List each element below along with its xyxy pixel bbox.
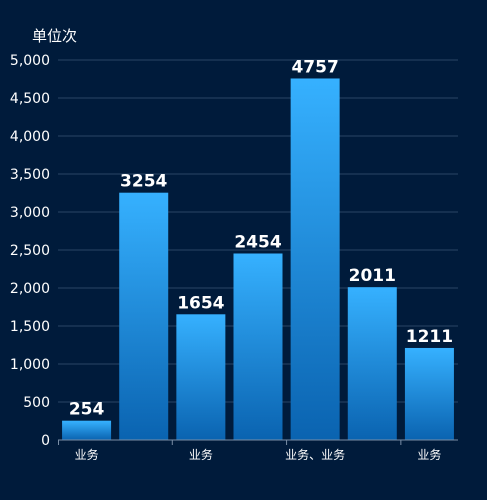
bar-value-label: 254 <box>69 400 105 420</box>
x-axis <box>58 439 458 445</box>
y-tick-label: 0 <box>41 433 50 449</box>
y-tick-label: 500 <box>23 395 50 411</box>
y-axis-ticks: 0 500 1,000 1,500 2,000 2,500 3,000 3,500 4,000 4… <box>10 53 50 449</box>
y-tick-label: 4,000 <box>10 129 50 145</box>
bar-value-label: 1654 <box>177 293 224 313</box>
x-category-label: 业务、业务 <box>285 447 345 462</box>
bar-value-label: 1211 <box>406 327 453 347</box>
bar-value-label: 4757 <box>291 57 338 77</box>
bar-value-label: 2011 <box>349 266 396 286</box>
x-category-label: 业务 <box>189 447 213 462</box>
bar <box>62 420 112 440</box>
y-tick-label: 5,000 <box>10 53 50 69</box>
bar <box>347 287 397 440</box>
x-category-label: 业务 <box>417 447 441 462</box>
y-tick-label: 1,000 <box>10 357 50 373</box>
x-category-label: 业务 <box>75 447 99 462</box>
bar <box>233 253 283 440</box>
bar <box>404 347 454 440</box>
value-labels: 254 3254 1654 2454 4757 2011 1211 <box>69 57 453 419</box>
x-axis-categories: 业务 业务 业务、业务 业务 <box>75 447 442 462</box>
bar <box>119 192 169 440</box>
bar <box>176 314 226 440</box>
bar-value-label: 3254 <box>120 172 167 192</box>
y-axis-unit-label: 单位次 <box>32 27 78 45</box>
y-tick-label: 1,500 <box>10 319 50 335</box>
y-tick-label: 3,500 <box>10 167 50 183</box>
y-tick-label: 2,000 <box>10 281 50 297</box>
bar-value-label: 2454 <box>234 232 281 252</box>
y-tick-label: 2,500 <box>10 243 50 259</box>
y-tick-label: 3,000 <box>10 205 50 221</box>
bars <box>62 78 454 440</box>
bar <box>290 78 340 440</box>
y-tick-label: 4,500 <box>10 91 50 107</box>
